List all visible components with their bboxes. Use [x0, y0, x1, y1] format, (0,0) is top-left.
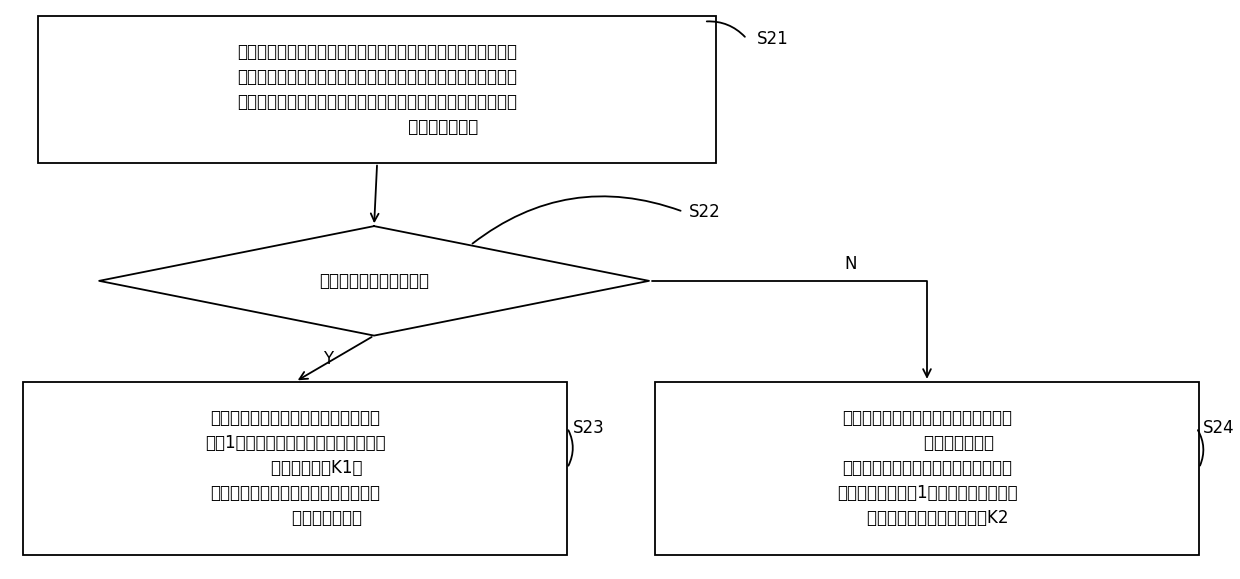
Text: 第一方向是否为红灯状态: 第一方向是否为红灯状态	[319, 272, 429, 290]
Text: Y: Y	[322, 350, 332, 368]
Text: S23: S23	[573, 419, 605, 437]
Text: 对于第一方向，将已有机动车的停车次
数加1，并获取第一方向上遇红灯的最高
        停车等待次数K1；
对于第二方向，将越过停止线的机动车
       : 对于第一方向，将已有机动车的停车次 数加1，并获取第一方向上遇红灯的最高 停车等…	[205, 409, 386, 527]
Text: 建立行驶状态表，记录每一台机动车的行驶状态，所述行驶状态
包括每一台机动车在越过停止线之前遇红灯的停车等待次数；其
中某一机动车首次写入所述行驶状态表时，遇红灯: 建立行驶状态表，记录每一台机动车的行驶状态，所述行驶状态 包括每一台机动车在越过…	[237, 43, 517, 135]
Text: N: N	[844, 255, 857, 273]
Text: 对于第一方向，将越过停止线的机动车
            从列表中清除；
对于第二方向，将已有机动车的遇红灯
的停车等待次数加1，并获取第二方向上
    遇: 对于第一方向，将越过停止线的机动车 从列表中清除； 对于第二方向，将已有机动车的…	[837, 409, 1017, 527]
Bar	[38, 16, 717, 163]
Bar	[655, 382, 1199, 555]
Text: S24: S24	[1203, 419, 1234, 437]
Text: S22: S22	[689, 203, 722, 221]
Text: S21: S21	[756, 30, 789, 48]
Bar	[24, 382, 567, 555]
